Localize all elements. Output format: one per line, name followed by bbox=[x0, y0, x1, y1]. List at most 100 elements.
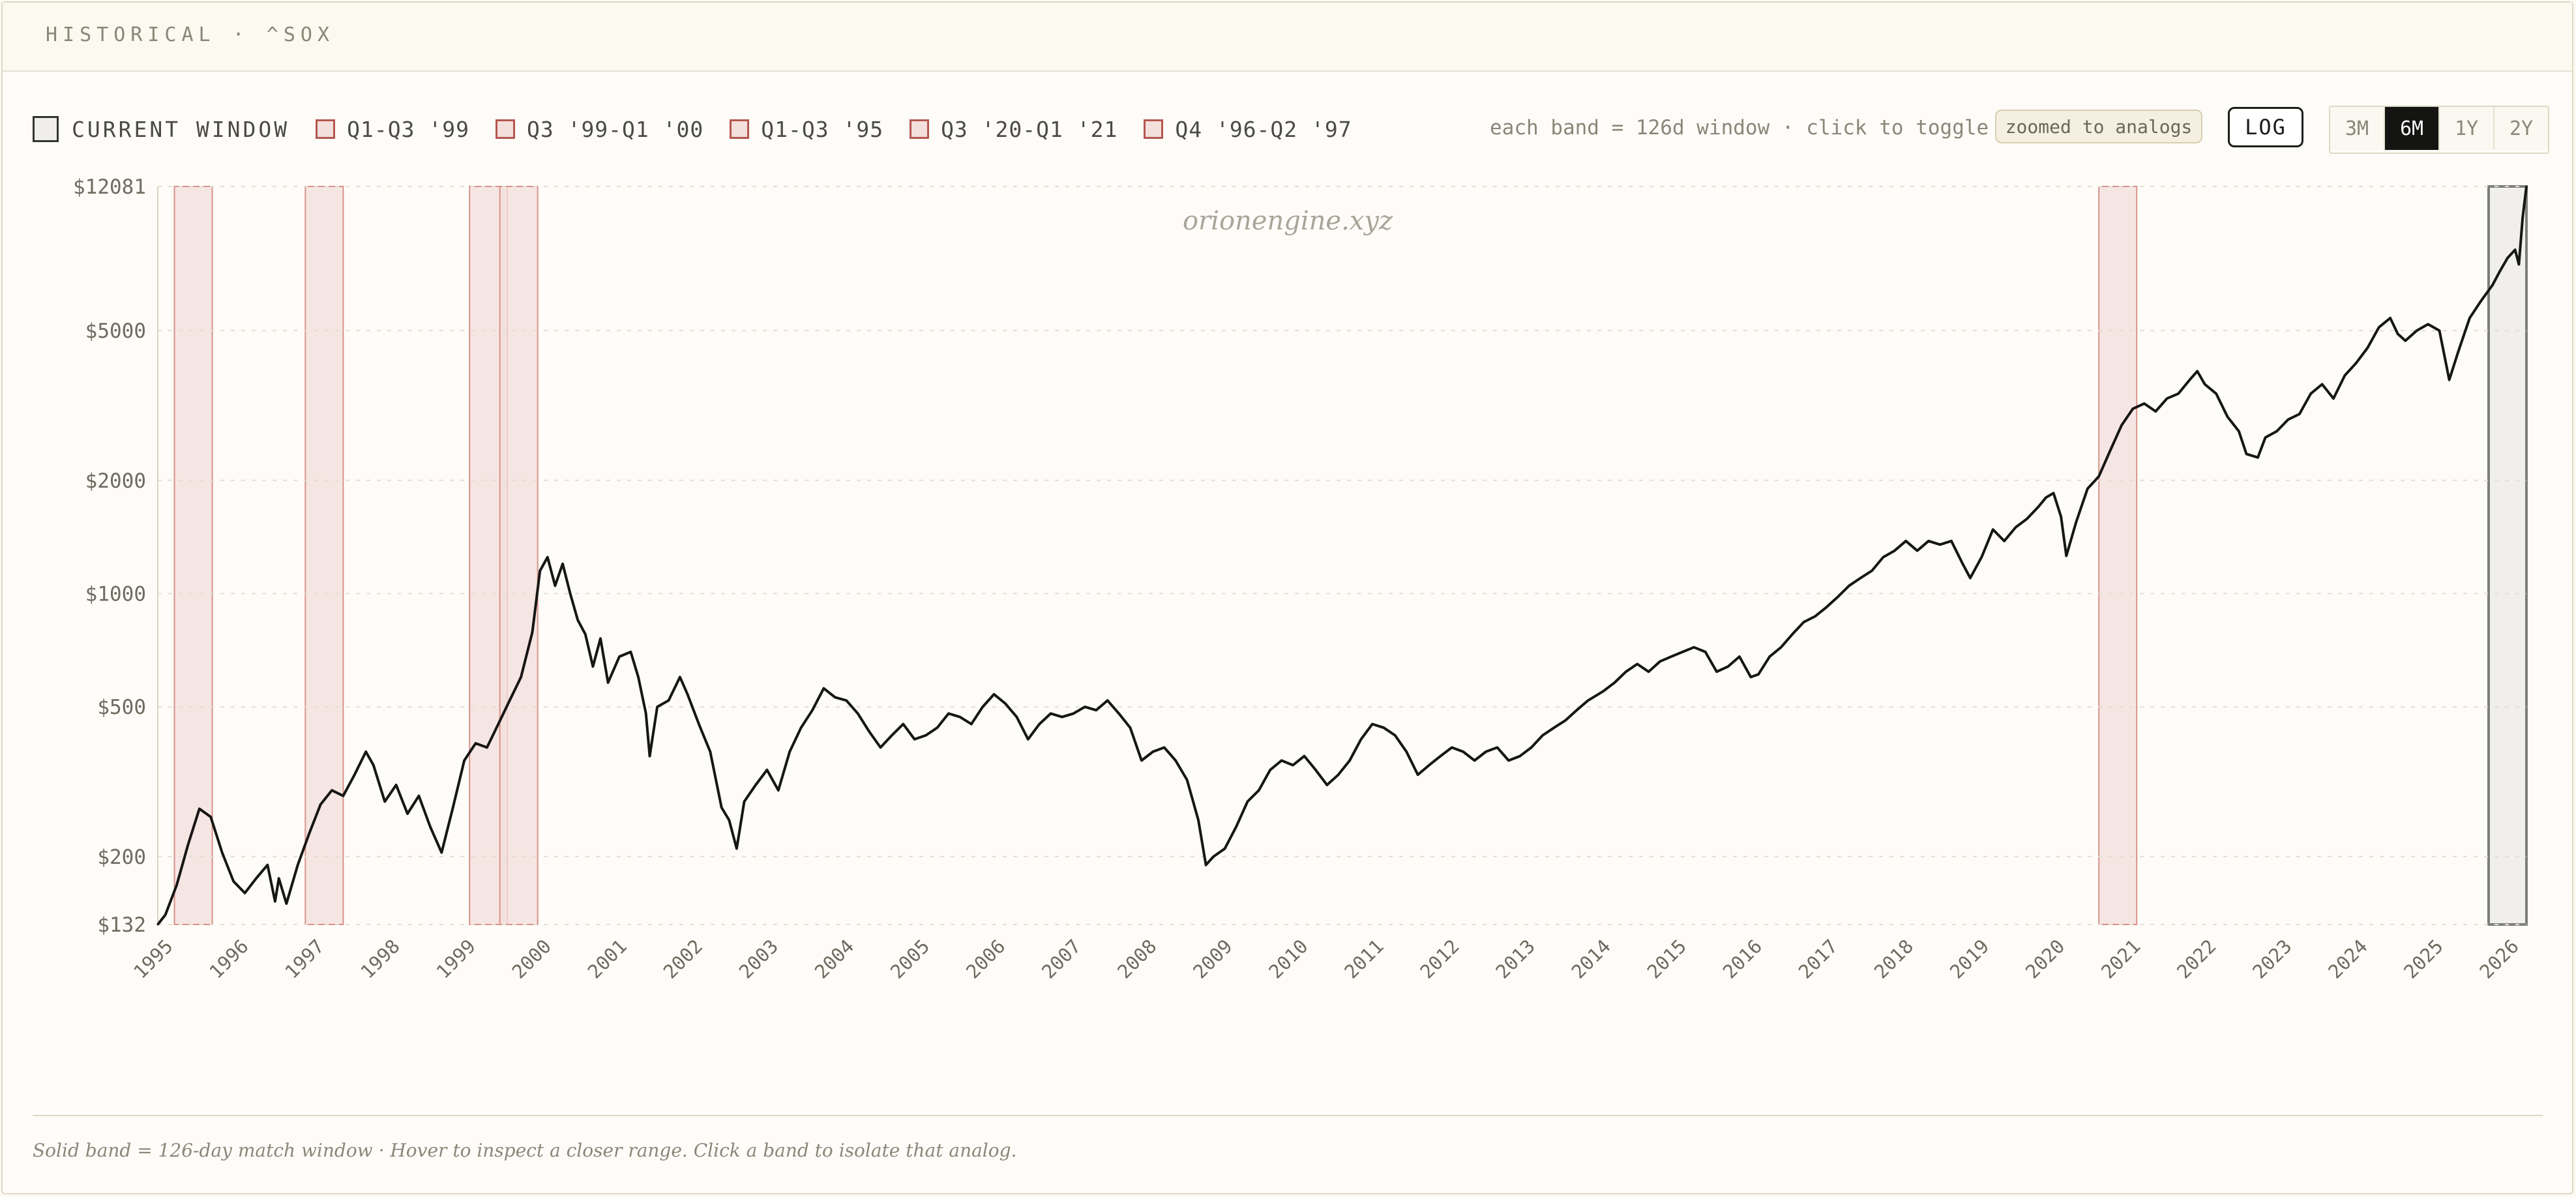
x-tick-label: 2006 bbox=[962, 935, 1009, 983]
data-point bbox=[1681, 651, 1684, 653]
data-point bbox=[868, 730, 870, 733]
analog-band[interactable] bbox=[2098, 186, 2138, 925]
watermark: orionengine.xyz bbox=[1183, 206, 1393, 236]
zoom-badge[interactable]: zoomed to analogs bbox=[1995, 110, 2202, 143]
range-button-1y[interactable]: 1Y bbox=[2440, 107, 2495, 150]
analog-band[interactable] bbox=[499, 186, 539, 925]
x-tick-label: 2000 bbox=[508, 935, 555, 983]
legend-label: Q3 '99-Q1 '00 bbox=[526, 116, 704, 142]
analog-band[interactable] bbox=[304, 186, 344, 925]
data-point bbox=[463, 760, 466, 762]
data-point bbox=[686, 693, 688, 696]
data-point bbox=[1659, 660, 1661, 663]
data-point bbox=[1980, 556, 1983, 559]
data-point bbox=[319, 803, 322, 806]
data-point bbox=[591, 665, 594, 668]
legend-item-analog[interactable]: Q3 '20-Q1 '21 bbox=[910, 117, 1118, 142]
data-point bbox=[2397, 332, 2399, 335]
range-button-6m[interactable]: 6M bbox=[2385, 107, 2440, 150]
log-scale-toggle[interactable]: LOG bbox=[2228, 107, 2303, 147]
data-point bbox=[2037, 505, 2039, 508]
x-tick-label: 2014 bbox=[1567, 935, 1615, 983]
data-point bbox=[1224, 848, 1226, 850]
data-point bbox=[645, 712, 647, 715]
data-point bbox=[2026, 518, 2028, 520]
data-point bbox=[2355, 362, 2358, 364]
x-tick-label: 2016 bbox=[1719, 935, 1766, 983]
legend: CURRENT WINDOW Q1-Q3 '99 Q3 '99-Q1 '00 Q… bbox=[33, 111, 1378, 147]
data-point bbox=[1428, 764, 1430, 767]
data-point bbox=[2309, 392, 2312, 395]
data-point bbox=[648, 755, 651, 758]
data-point bbox=[1462, 750, 1464, 753]
data-point bbox=[2196, 370, 2198, 372]
data-point bbox=[629, 651, 632, 653]
x-tick-label: 2004 bbox=[810, 935, 858, 983]
data-point bbox=[1140, 760, 1143, 762]
data-point bbox=[1360, 738, 1363, 741]
panel-title: HISTORICAL · ^SOX bbox=[46, 23, 335, 46]
legend-item-analog[interactable]: Q4 '96-Q2 '97 bbox=[1144, 117, 1352, 142]
x-axis: 1995 1996 1997 1998 1999 2000 2001 2002 2003 2004… bbox=[129, 935, 2523, 983]
data-point bbox=[788, 750, 791, 753]
legend-item-analog[interactable]: Q1-Q3 '99 bbox=[316, 117, 469, 142]
data-point bbox=[474, 742, 477, 745]
data-point bbox=[2015, 526, 2017, 529]
data-point bbox=[728, 819, 730, 821]
data-point bbox=[1757, 673, 1760, 675]
legend-item-current-window[interactable]: CURRENT WINDOW bbox=[33, 116, 289, 142]
data-point bbox=[1803, 621, 1805, 623]
x-tick-label: 2025 bbox=[2399, 935, 2447, 983]
data-point bbox=[1602, 690, 1605, 692]
range-button-3m[interactable]: 3M bbox=[2330, 107, 2385, 150]
analog-band[interactable] bbox=[173, 186, 213, 925]
data-point bbox=[2498, 270, 2501, 273]
data-point bbox=[2366, 347, 2369, 349]
data-point bbox=[2404, 340, 2406, 342]
data-point bbox=[1780, 646, 1783, 649]
data-point bbox=[509, 699, 511, 702]
analog-swatch bbox=[316, 119, 336, 139]
data-point bbox=[1394, 734, 1397, 737]
data-point bbox=[2457, 350, 2460, 353]
data-point bbox=[2045, 496, 2047, 499]
data-point bbox=[497, 723, 499, 726]
legend-item-analog[interactable]: Q1-Q3 '95 bbox=[730, 117, 883, 142]
x-tick-label: 2007 bbox=[1037, 935, 1085, 983]
data-point bbox=[2075, 521, 2077, 524]
range-button-2y[interactable]: 2Y bbox=[2495, 107, 2548, 150]
data-point bbox=[531, 631, 534, 634]
data-point bbox=[607, 681, 610, 684]
data-point bbox=[735, 848, 738, 850]
y-tick-label: $5000 bbox=[85, 319, 146, 343]
data-point bbox=[1848, 584, 1850, 587]
current-window-band[interactable] bbox=[2487, 185, 2528, 926]
panel-header: HISTORICAL · ^SOX bbox=[3, 3, 2572, 72]
data-point bbox=[2060, 516, 2062, 518]
x-tick-label: 2005 bbox=[886, 935, 934, 983]
data-point bbox=[569, 592, 572, 595]
data-point bbox=[1916, 550, 1919, 552]
data-point bbox=[1348, 760, 1351, 762]
data-point bbox=[2204, 383, 2206, 385]
x-tick-label: 2011 bbox=[1340, 935, 1387, 983]
x-tick-label: 2001 bbox=[584, 935, 631, 983]
data-point bbox=[754, 784, 757, 786]
data-point bbox=[879, 746, 881, 748]
data-point bbox=[1337, 773, 1340, 776]
data-point bbox=[2245, 452, 2248, 455]
data-point bbox=[1050, 712, 1052, 715]
data-point bbox=[1575, 709, 1578, 711]
legend-label: Q1-Q3 '99 bbox=[347, 116, 469, 142]
data-point bbox=[1439, 755, 1442, 758]
data-point bbox=[175, 884, 178, 887]
data-point bbox=[1382, 726, 1385, 729]
data-point bbox=[1704, 651, 1707, 653]
x-tick-label: 2018 bbox=[1870, 935, 1917, 983]
legend-item-analog[interactable]: Q3 '99-Q1 '00 bbox=[495, 116, 704, 142]
data-point bbox=[936, 726, 939, 729]
data-point bbox=[2166, 397, 2169, 400]
data-point bbox=[679, 676, 681, 679]
